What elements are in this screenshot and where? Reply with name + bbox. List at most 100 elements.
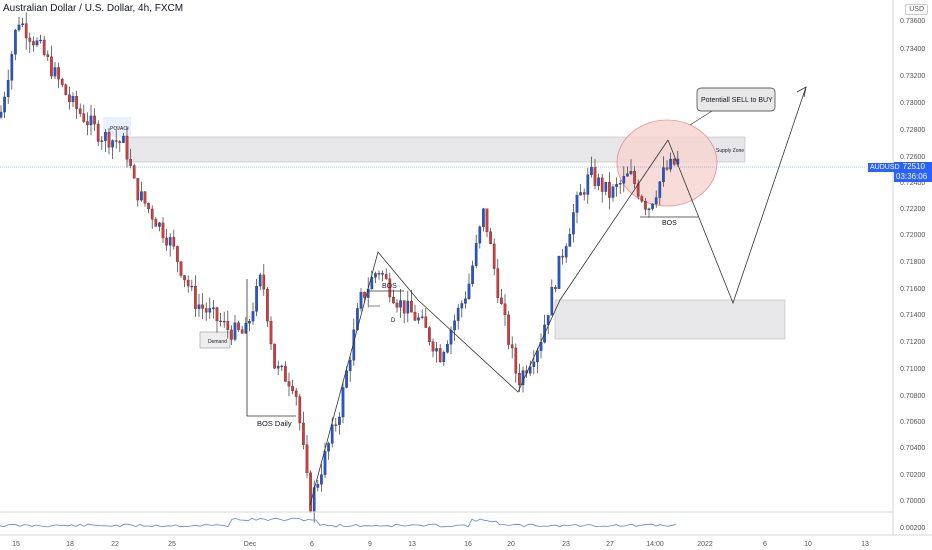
candle-body (384, 274, 388, 279)
candle-body (100, 140, 104, 142)
callout-pointer (689, 110, 713, 126)
candle-body (345, 370, 348, 388)
candle-body (21, 23, 24, 26)
d-marker-label: D (391, 318, 396, 324)
time-tick-label: Dec (244, 541, 257, 548)
price-tick-label: 0.73000 (900, 100, 925, 107)
candle-body (219, 320, 222, 323)
candle-body (208, 308, 212, 313)
candle-body (406, 300, 410, 314)
candle-body (532, 361, 536, 367)
candle-body (489, 231, 492, 245)
candle-body (107, 132, 111, 148)
price-tick-label: 0.00200 (900, 525, 925, 532)
arrow-head (796, 86, 807, 98)
candle-body (402, 300, 406, 314)
candle-body (125, 135, 129, 160)
candle-body (154, 219, 158, 227)
candle-body (284, 365, 287, 382)
drawings-layer: POI/AOI Supply Zone Demand BOS Daily BOS BOS D… (110, 86, 807, 506)
candle-body (338, 416, 341, 425)
candle-body (309, 472, 312, 512)
candle-body (626, 173, 629, 177)
candle-body (291, 386, 294, 392)
candle-body (60, 78, 64, 85)
candle-body (669, 158, 672, 170)
price-tick-label: 0.72400 (900, 180, 925, 187)
countdown-label: 03:36:06 (894, 172, 932, 182)
candle-body (377, 273, 381, 275)
candle-body (629, 171, 633, 174)
current-price-label: 0.72510 (894, 162, 932, 172)
price-tick-label: 0.72800 (900, 127, 925, 134)
candle-body (172, 237, 176, 247)
candle-body (194, 285, 197, 309)
candle-body (593, 167, 597, 186)
candle-body (662, 167, 665, 183)
price-tick-label: 0.71600 (900, 286, 925, 293)
supply-zone-label: Supply Zone (716, 148, 744, 154)
candle-body (528, 366, 532, 374)
candle-body (183, 275, 186, 281)
candle-body (395, 302, 399, 308)
candle-body (600, 177, 604, 192)
time-tick-label: 6 (763, 541, 767, 548)
candle-body (104, 132, 107, 141)
candle-body (251, 311, 255, 322)
time-tick-label: 14:00 (646, 541, 664, 548)
time-tick-label: 20 (507, 541, 515, 548)
time-tick-label: 2022 (697, 541, 713, 548)
currency-label[interactable]: USD (905, 4, 928, 15)
candle-body (280, 365, 284, 368)
candle-body (64, 84, 68, 95)
candle-body (420, 316, 424, 318)
candle-body (161, 222, 165, 239)
candle-body (150, 208, 154, 220)
price-tick-label: 0.70800 (900, 393, 925, 400)
candle-body (147, 203, 150, 210)
price-tick-label: 0.72200 (900, 206, 925, 213)
candle-body (122, 135, 125, 143)
candle-body (582, 192, 586, 195)
candle-body (129, 159, 132, 166)
candle-body (640, 196, 644, 202)
candle-body (233, 322, 237, 340)
price-tick-label: 0.71000 (900, 366, 925, 373)
price-tick-label: 0.73600 (900, 18, 925, 25)
candle-body (258, 274, 262, 287)
candle-body (96, 123, 100, 142)
candle-body (136, 178, 140, 201)
candle-body (510, 344, 514, 349)
candle-body (176, 246, 179, 262)
time-tick-label: 23 (562, 541, 570, 548)
callout-bubble (696, 87, 776, 112)
candle-body (644, 201, 647, 210)
candle-body (316, 484, 320, 488)
candle-body (348, 360, 352, 371)
candle-body (35, 40, 39, 46)
candle-body (456, 307, 460, 321)
candle-body (550, 287, 554, 316)
candle-body (557, 255, 561, 289)
candle-body (312, 487, 316, 512)
bos-daily-line (246, 279, 296, 417)
candle-body (226, 320, 230, 331)
candle-body (114, 140, 118, 142)
candle-body (604, 181, 608, 192)
candle-body (392, 296, 395, 304)
candle-body (111, 140, 114, 148)
candle-body (442, 352, 446, 363)
time-tick-label: 25 (168, 541, 176, 548)
candle-body (460, 303, 464, 309)
candle-body (370, 277, 374, 290)
candle-body (514, 347, 518, 374)
candle-body (597, 177, 600, 186)
candle-body (215, 307, 219, 322)
candle-body (417, 317, 420, 321)
symbol-tag: AUDUSD (868, 163, 902, 172)
candle-body (359, 292, 363, 309)
candle-body (586, 174, 590, 195)
candle-body (298, 396, 302, 424)
